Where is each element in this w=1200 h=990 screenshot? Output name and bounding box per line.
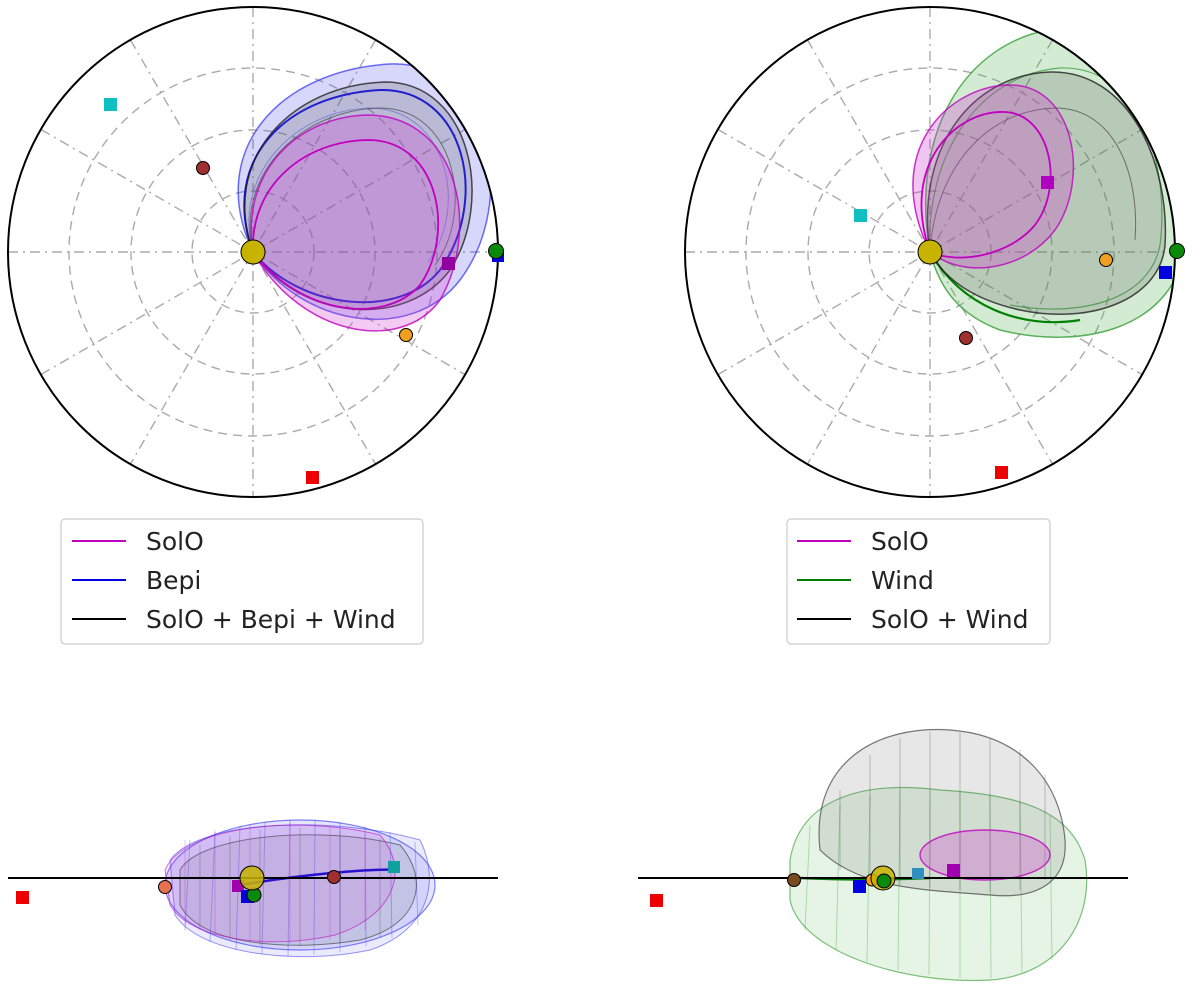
red-spacecraft-marker bbox=[650, 894, 663, 907]
orange-planet-marker bbox=[1099, 253, 1113, 267]
cyan-spacecraft-marker bbox=[104, 98, 117, 111]
brown-planet-marker bbox=[327, 870, 341, 884]
combined-flux-rope-side-right bbox=[818, 728, 1066, 897]
earth-marker bbox=[488, 243, 504, 259]
cyan-spacecraft-marker bbox=[854, 209, 867, 222]
brown-planet-marker bbox=[959, 331, 973, 345]
brown-planet-marker bbox=[787, 873, 801, 887]
red-spacecraft-marker bbox=[306, 471, 319, 484]
earth-marker bbox=[1169, 243, 1185, 259]
side-view-right bbox=[638, 728, 1128, 982]
cyan-spacecraft-marker bbox=[388, 861, 400, 873]
legend-entry-solo: SolO bbox=[146, 527, 204, 556]
sun-marker bbox=[917, 239, 943, 265]
side-view-left bbox=[8, 819, 498, 958]
blue-spacecraft-marker bbox=[853, 880, 866, 893]
polar-panel-left bbox=[7, 6, 504, 498]
brown-planet-marker bbox=[196, 161, 210, 175]
legend-entry-solo: SolO bbox=[871, 527, 929, 556]
blue-spacecraft-marker bbox=[1159, 266, 1172, 279]
legend-right: SolO Wind SolO + Wind bbox=[786, 518, 1051, 645]
solo-flux-rope-right bbox=[912, 84, 1075, 269]
sun-marker bbox=[240, 239, 266, 265]
red-spacecraft-marker bbox=[16, 891, 29, 904]
purple-spacecraft-marker bbox=[442, 257, 455, 270]
salmon-planet-marker bbox=[158, 880, 172, 894]
markers-side-left bbox=[16, 861, 400, 904]
sun-marker bbox=[239, 865, 265, 891]
bepi-flux-rope-side-left bbox=[164, 819, 436, 958]
legend-left: SolO Bepi SolO + Bepi + Wind bbox=[60, 518, 424, 645]
purple-spacecraft-marker bbox=[1041, 176, 1054, 189]
legend-entry-combined: SolO + Bepi + Wind bbox=[146, 605, 396, 634]
solo-flux-rope-left bbox=[250, 114, 461, 332]
legend-entry-wind: Wind bbox=[871, 566, 934, 595]
markers-left bbox=[104, 98, 504, 484]
purple-spacecraft-marker bbox=[947, 864, 960, 877]
orange-planet-marker bbox=[399, 328, 413, 342]
combined-flux-rope-left bbox=[243, 81, 473, 311]
legend-entry-combined: SolO + Wind bbox=[871, 605, 1028, 634]
legend-entry-bepi: Bepi bbox=[146, 566, 201, 595]
markers-right bbox=[854, 176, 1185, 479]
cyan-spacecraft-marker bbox=[912, 868, 924, 879]
solo-flux-rope-side-right bbox=[919, 829, 1051, 881]
markers-side-right bbox=[650, 864, 960, 907]
solo-flux-rope-side-left bbox=[164, 822, 396, 944]
earth-marker bbox=[876, 873, 892, 889]
polar-panel-right bbox=[684, 6, 1185, 498]
bepi-flux-rope-left bbox=[237, 63, 492, 321]
red-spacecraft-marker bbox=[995, 466, 1008, 479]
